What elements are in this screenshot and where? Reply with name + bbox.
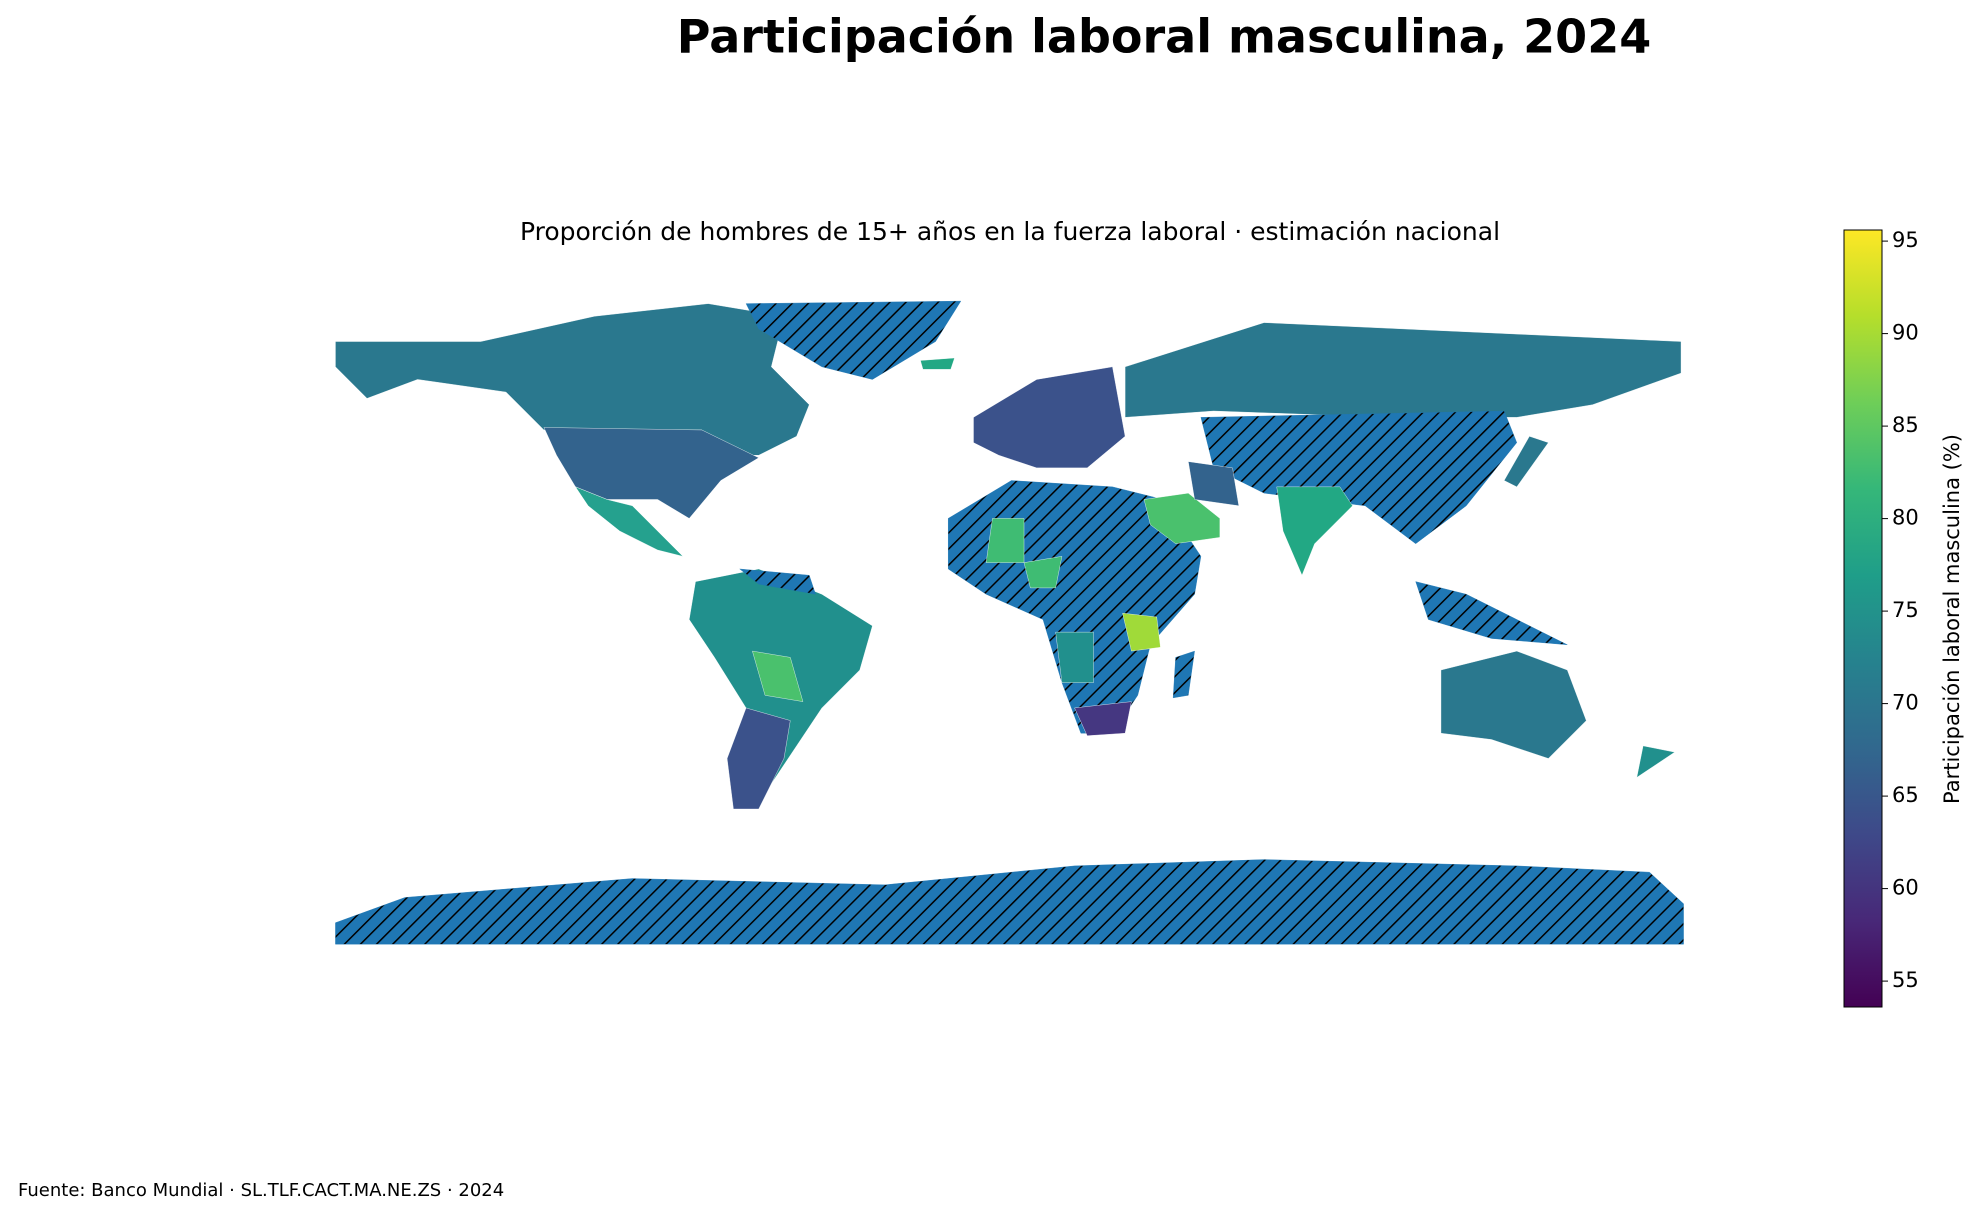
colorbar-tick-label: 80 [1892,506,1919,530]
colorbar-tick-label: 55 [1892,968,1919,992]
region [1503,436,1549,488]
region [1276,486,1353,576]
no-data-region [335,859,1684,945]
region [1143,492,1221,544]
region [1124,322,1682,418]
no-data-region [1172,650,1195,699]
region [575,486,684,557]
colorbar-tick-label: 70 [1892,691,1919,715]
region [985,518,1025,563]
colorbar-tick-label: 85 [1892,413,1919,437]
region [1440,650,1587,759]
region [726,707,791,810]
colorbar-tick-label: 90 [1892,321,1919,345]
world-map [335,300,1684,945]
region [1055,631,1094,683]
region [1023,556,1063,589]
region [920,357,955,370]
colorbar-tick-label: 60 [1892,876,1919,900]
subtitle: Proporción de hombres de 15+ años en la … [520,217,1500,246]
colorbar-scale [1843,229,1883,1008]
region [752,650,804,702]
title: Participación laboral masculina, 2024 [677,10,1651,64]
colorbar-tick-label: 65 [1892,783,1919,807]
source-note: Fuente: Banco Mundial · SL.TLF.CACT.MA.N… [18,1180,504,1201]
region [1636,745,1676,778]
colorbar-tick-label: 95 [1892,228,1919,252]
region [1122,612,1161,652]
colorbar-label: Participación laboral masculina (%) [1940,434,1964,804]
region [1074,701,1132,736]
region [973,366,1126,469]
region [1188,461,1240,507]
no-data-region [1200,410,1517,544]
no-data-region [745,300,962,380]
no-data-region [1415,581,1568,645]
no-data-region [739,568,816,595]
colorbar: 55 60 65 70 75 80 85 90 95 [1843,228,1919,1008]
colorbar-tick-label: 75 [1892,598,1919,622]
